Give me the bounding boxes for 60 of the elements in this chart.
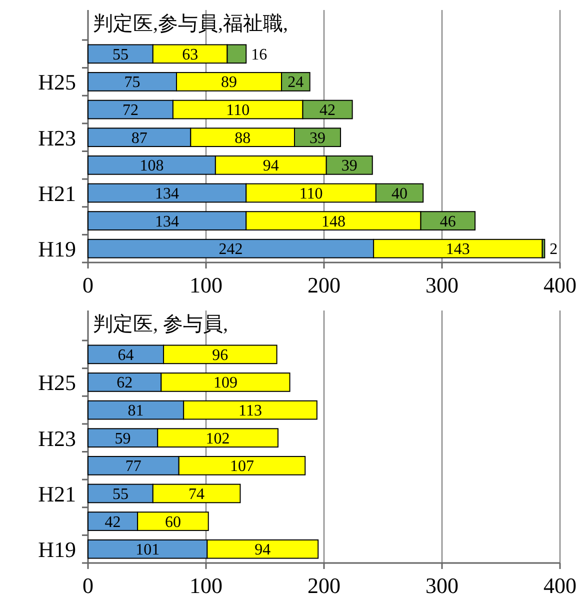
data-label: 77 (125, 458, 142, 476)
data-label: 94 (262, 158, 279, 175)
data-label: 55 (112, 486, 128, 503)
data-label: 143 (446, 241, 470, 258)
x-tick-label: 300 (426, 573, 458, 598)
data-label: 134 (155, 213, 180, 230)
data-label: 101 (136, 542, 160, 559)
x-tick-label: 200 (308, 573, 340, 598)
data-label: 87 (131, 130, 148, 147)
data-label: 40 (392, 185, 408, 202)
data-label: 16 (251, 46, 268, 64)
x-tick-label: 200 (308, 272, 340, 298)
data-label: 107 (230, 458, 254, 476)
data-label: 242 (218, 241, 243, 258)
data-label: 59 (114, 430, 131, 448)
x-tick-label: 0 (82, 272, 94, 298)
x-tick-label: 400 (544, 272, 576, 298)
y-tick-label: H25 (38, 70, 76, 95)
y-tick-label: H23 (38, 125, 76, 150)
data-label: 24 (288, 74, 304, 92)
data-label: 72 (122, 102, 138, 120)
y-tick-label: H21 (38, 180, 76, 206)
data-label: 81 (128, 402, 144, 420)
x-tick-label: 400 (544, 573, 576, 598)
x-tick-label: 0 (82, 573, 94, 598)
data-label: 113 (238, 402, 262, 420)
data-label: 74 (188, 486, 205, 503)
data-label: 39 (341, 158, 358, 175)
data-label: 75 (124, 74, 140, 92)
chart-title: 判定医, 参与員, (93, 314, 228, 336)
data-label: 55 (112, 46, 128, 64)
data-label: 89 (221, 74, 238, 92)
data-label: 42 (320, 102, 336, 120)
data-label: 62 (116, 374, 133, 392)
data-label: 60 (164, 514, 181, 531)
data-label: 63 (182, 46, 198, 64)
data-label: 64 (118, 346, 134, 364)
data-label: 134 (155, 185, 180, 202)
data-label: 96 (212, 346, 228, 364)
y-tick-label: H19 (38, 236, 76, 262)
y-tick-label: H21 (38, 481, 76, 506)
data-label: 109 (213, 374, 238, 392)
y-tick-label: H19 (38, 537, 76, 562)
data-label: 46 (440, 213, 456, 230)
data-label: 94 (254, 542, 271, 559)
data-label: 2 (550, 241, 558, 258)
data-label: 102 (206, 430, 230, 448)
data-label: 88 (234, 130, 251, 147)
data-label: 39 (310, 130, 326, 147)
data-label: 110 (299, 185, 323, 202)
data-label: 110 (226, 102, 250, 120)
x-tick-label: 100 (190, 573, 222, 598)
x-tick-label: 300 (426, 272, 458, 298)
y-tick-label: H23 (38, 426, 76, 451)
data-label: 42 (104, 514, 121, 531)
data-label: 148 (321, 213, 346, 230)
chart-title: 判定医,参与員,福祉職, (93, 13, 288, 35)
y-tick-label: H25 (38, 370, 76, 396)
data-label: 108 (140, 158, 164, 175)
x-tick-label: 100 (190, 272, 222, 298)
